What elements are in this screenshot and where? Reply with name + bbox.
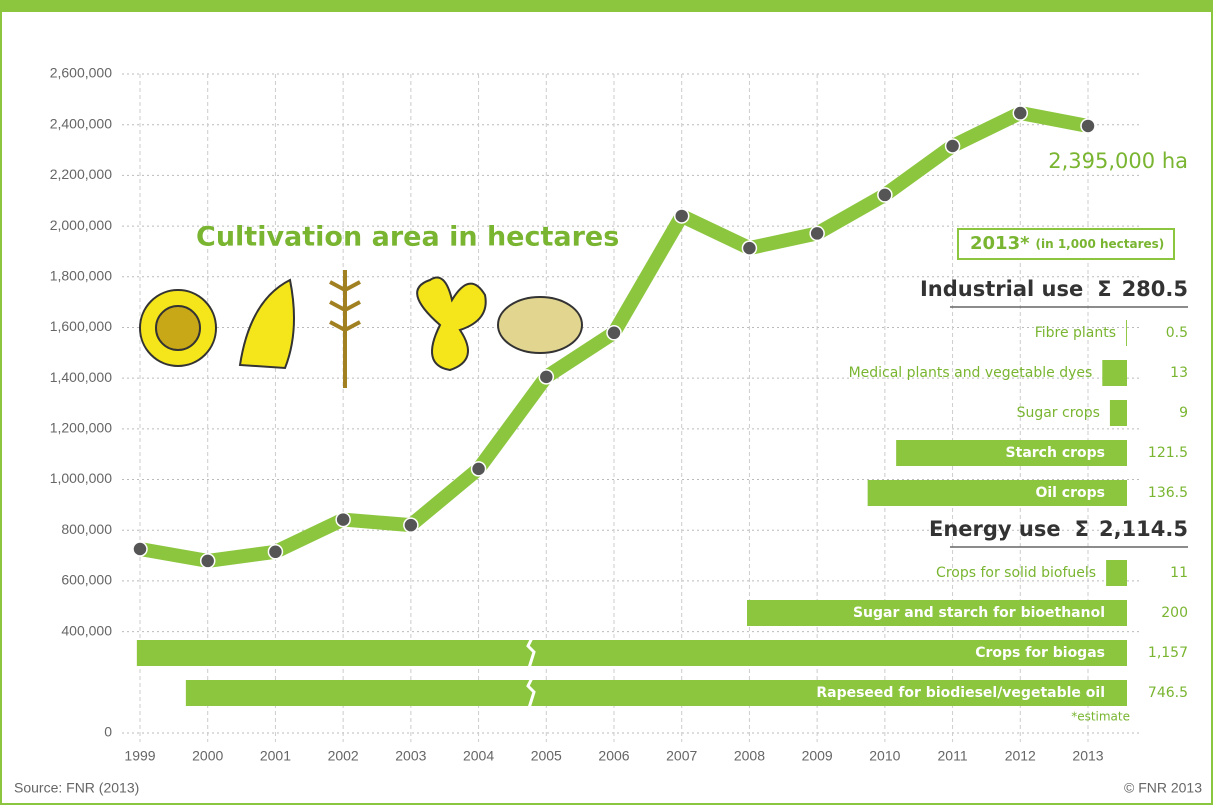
y-tick-label: 2,400,000 bbox=[50, 115, 112, 131]
data-point bbox=[403, 517, 419, 533]
x-tick-label: 1999 bbox=[124, 748, 155, 764]
data-point bbox=[877, 187, 893, 203]
data-point bbox=[673, 208, 690, 224]
plant-icons bbox=[139, 270, 583, 388]
y-tick-label: 0 bbox=[104, 724, 112, 740]
bar-label: Crops for biogas bbox=[975, 645, 1105, 661]
group-name: Industrial use bbox=[920, 277, 1083, 301]
y-tick-label: 800,000 bbox=[61, 521, 112, 537]
bar bbox=[136, 640, 1128, 666]
value-label: 13 bbox=[1170, 365, 1188, 381]
note: *estimate bbox=[1071, 710, 1130, 724]
top-band bbox=[0, 0, 1213, 11]
y-tick-label: 2,000,000 bbox=[50, 217, 112, 233]
x-tick-label: 2007 bbox=[666, 748, 697, 764]
line-layer bbox=[132, 105, 1096, 569]
y-tick-label: 1,600,000 bbox=[50, 318, 112, 334]
sum-symbol: Σ bbox=[1075, 517, 1089, 541]
y-tick-label: 1,400,000 bbox=[50, 369, 112, 385]
axis-break bbox=[526, 637, 536, 669]
x-tick-label: 2010 bbox=[869, 748, 900, 764]
value-label: 0.5 bbox=[1166, 325, 1188, 341]
bar-label: Sugar crops bbox=[1017, 405, 1100, 421]
y-tick-label: 2,200,000 bbox=[50, 166, 112, 182]
x-tick-label: 2001 bbox=[260, 748, 291, 764]
inset-subtitle: (in 1,000 hectares) bbox=[1036, 237, 1165, 251]
value-label: 121.5 bbox=[1148, 445, 1188, 461]
bar bbox=[185, 680, 1127, 706]
data-point bbox=[741, 240, 758, 256]
bar-label: Medical plants and vegetable dyes bbox=[849, 365, 1093, 381]
x-tick-label: 2003 bbox=[395, 748, 426, 764]
inset-title-box bbox=[957, 228, 1175, 260]
bar-label: Rapeseed for biodiesel/vegetable oil bbox=[816, 685, 1105, 701]
group-total: 280.5 bbox=[1122, 277, 1188, 301]
x-tick-label: 2011 bbox=[938, 748, 968, 764]
bar bbox=[1102, 360, 1127, 386]
y-tick-label: 400,000 bbox=[61, 622, 112, 638]
value-label: 11 bbox=[1170, 565, 1188, 581]
data-point bbox=[335, 511, 351, 528]
grid: 0 400,000 600,000 800,000 1,000,000 1,200,000… bbox=[50, 65, 1140, 764]
value-label: 200 bbox=[1161, 605, 1188, 621]
x-tick-label: 2002 bbox=[328, 748, 359, 764]
y-tick-label: 600,000 bbox=[61, 572, 112, 588]
x-tick-label: 2006 bbox=[598, 748, 629, 764]
value-label: 136.5 bbox=[1148, 485, 1188, 501]
x-tick-label: 2013 bbox=[1072, 748, 1103, 764]
data-point bbox=[538, 369, 555, 385]
value-label: 1,157 bbox=[1148, 645, 1188, 661]
x-tick-label: 2012 bbox=[1005, 748, 1036, 764]
value-label: 746.5 bbox=[1148, 685, 1188, 701]
axis-break bbox=[526, 677, 536, 709]
y-tick-label: 2,600,000 bbox=[50, 65, 112, 81]
bar-label: Sugar and starch for bioethanol bbox=[853, 605, 1105, 621]
sum-symbol: Σ bbox=[1097, 277, 1111, 301]
data-point bbox=[199, 553, 216, 569]
data-point bbox=[1012, 105, 1029, 121]
bar bbox=[1106, 560, 1127, 586]
x-tick-label: 2004 bbox=[463, 748, 494, 764]
copyright: © FNR 2013 bbox=[1124, 780, 1202, 796]
bar bbox=[896, 440, 1127, 466]
data-point bbox=[944, 138, 961, 154]
bar bbox=[867, 480, 1127, 506]
bar-layer: Industrial use Σ 280.5 Fibre plants 0.5 Medic… bbox=[136, 277, 1188, 724]
value-label: 9 bbox=[1179, 405, 1188, 421]
data-point bbox=[809, 225, 825, 242]
bar bbox=[1109, 400, 1127, 426]
data-point bbox=[606, 325, 622, 341]
group-header: Energy use Σ 2,114.5 bbox=[929, 517, 1188, 541]
bar-label: Starch crops bbox=[1006, 445, 1105, 461]
y-tick-label: 1,800,000 bbox=[50, 267, 112, 283]
y-tick-label: 1,200,000 bbox=[50, 420, 112, 436]
data-point bbox=[1080, 118, 1096, 134]
group-name: Energy use bbox=[929, 517, 1061, 541]
data-point bbox=[470, 461, 487, 477]
inset-title: 2013* bbox=[970, 233, 1030, 254]
chart-title: Cultivation area in hectares bbox=[196, 222, 619, 253]
bar bbox=[1126, 320, 1127, 346]
x-tick-label: 2005 bbox=[531, 748, 562, 764]
inset-title-row: 2013* (in 1,000 hectares) bbox=[970, 233, 1164, 254]
x-tick-label: 2008 bbox=[734, 748, 765, 764]
data-point bbox=[132, 541, 148, 557]
bar-label: Crops for solid biofuels bbox=[936, 565, 1096, 581]
x-tick-label: 2009 bbox=[802, 748, 833, 764]
y-tick-label: 1,000,000 bbox=[50, 470, 112, 486]
group-total: 2,114.5 bbox=[1099, 517, 1188, 541]
source: Source: FNR (2013) bbox=[14, 780, 139, 796]
bar bbox=[747, 600, 1127, 626]
x-tick-label: 2000 bbox=[192, 748, 223, 764]
frame bbox=[0, 10, 1213, 805]
data-point bbox=[267, 544, 284, 560]
bar-label: Fibre plants bbox=[1035, 325, 1116, 341]
bar-label: Oil crops bbox=[1035, 485, 1105, 501]
annotation: 2,395,000 ha bbox=[1048, 149, 1188, 173]
group-header: Industrial use Σ 280.5 bbox=[920, 277, 1188, 301]
